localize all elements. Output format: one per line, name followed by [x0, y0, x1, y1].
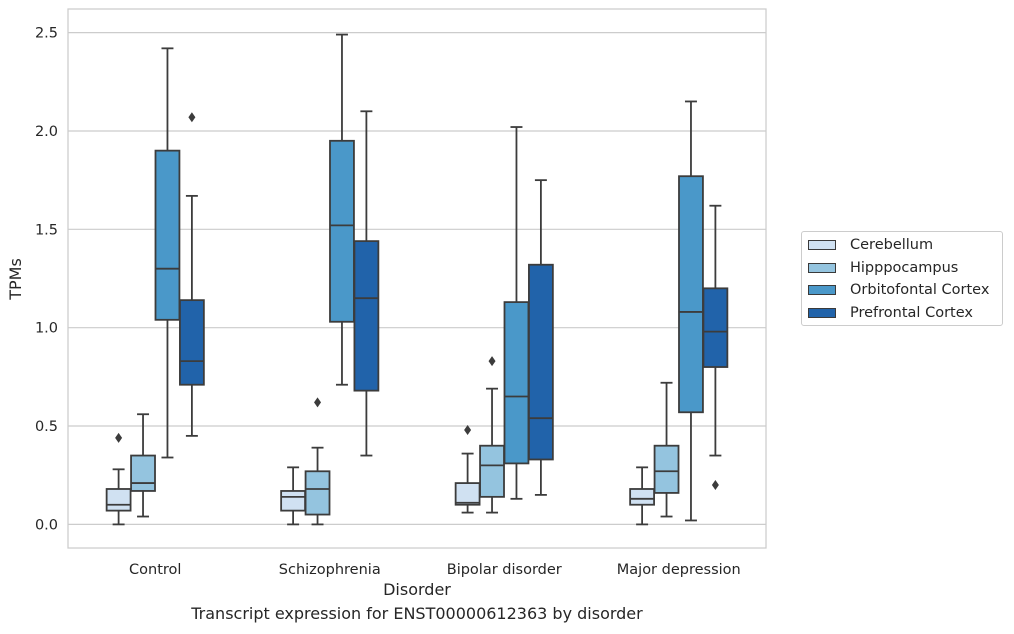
box-hipppocampus — [653, 381, 680, 518]
legend-swatch-hippocampus — [808, 263, 836, 273]
outlier-point — [115, 432, 123, 443]
outlier-point — [188, 112, 196, 123]
y-axis-label: TPMs — [6, 258, 25, 301]
outlier-point — [711, 480, 719, 491]
box-iqr — [503, 301, 530, 465]
legend-item-hippocampus: Hipppocampus — [808, 258, 958, 278]
box-hipppocampus — [130, 413, 156, 518]
x-tick-label: Bipolar disorder — [447, 562, 562, 578]
x-axis-label: Disorder — [383, 580, 451, 599]
legend-swatch-cerebellum — [808, 240, 836, 250]
legend-item-cerebellum: Cerebellum — [808, 235, 933, 255]
box-iqr — [629, 488, 655, 506]
box-orbitofontal-cortex — [503, 126, 530, 500]
legend-label: Prefrontal Cortex — [850, 305, 973, 321]
legend-label: Cerebellum — [850, 237, 934, 253]
x-tick-label: Major depression — [617, 562, 741, 578]
box-iqr — [353, 240, 380, 392]
outlier-point — [314, 397, 322, 408]
box-iqr — [130, 454, 156, 492]
box-prefrontal-cortex — [179, 112, 205, 437]
y-tick-label: 2.5 — [35, 26, 58, 42]
box-iqr — [280, 490, 306, 512]
box-iqr — [329, 139, 355, 323]
box-iqr — [454, 482, 481, 506]
axis-ticks: 0.0 0.5 1.0 1.5 2.0 2.5 Control Schizophrenia Bi… — [35, 26, 741, 578]
plot-area — [105, 33, 729, 526]
legend-swatch-prefrontal-cortex — [808, 308, 836, 318]
y-tick-label: 1.5 — [35, 222, 58, 238]
box-prefrontal-cortex — [528, 179, 554, 496]
y-tick-label: 0.5 — [35, 419, 58, 435]
box-iqr — [304, 470, 331, 516]
figure-caption: Transcript expression for ENST0000061236… — [191, 604, 643, 623]
legend-label: Hipppocampus — [850, 260, 959, 276]
box-iqr — [653, 444, 680, 494]
box-orbitofontal-cortex — [329, 33, 355, 386]
outlier-point — [464, 424, 472, 435]
legend-item-orbitofrontal-cortex: Orbitofontal Cortex — [808, 280, 989, 300]
legend-label: Orbitofontal Cortex — [850, 282, 990, 298]
legend-item-prefrontal-cortex: Prefrontal Cortex — [808, 303, 973, 323]
box-orbitofontal-cortex — [678, 100, 704, 522]
box-iqr — [528, 263, 554, 461]
box-iqr — [678, 175, 704, 414]
box-hipppocampus — [304, 397, 331, 526]
box-cerebellum — [454, 424, 481, 514]
y-tick-label: 2.0 — [35, 124, 58, 140]
outlier-point — [488, 356, 496, 367]
plot-frame — [67, 8, 767, 549]
box-prefrontal-cortex — [353, 110, 380, 457]
box-iqr — [105, 488, 132, 512]
box-hipppocampus — [479, 356, 505, 514]
box-cerebellum — [105, 432, 132, 526]
legend: Cerebellum Hipppocampus Orbitofontal Cor… — [801, 231, 1003, 326]
x-tick-label: Schizophrenia — [279, 562, 381, 578]
x-tick-label: Control — [129, 562, 181, 578]
box-cerebellum — [629, 466, 655, 526]
box-iqr — [479, 444, 505, 498]
y-tick-label: 1.0 — [35, 321, 58, 337]
legend-swatch-orbitofrontal-cortex — [808, 285, 836, 295]
box-cerebellum — [280, 466, 306, 526]
box-orbitofontal-cortex — [154, 47, 181, 459]
box-iqr — [179, 299, 205, 386]
y-tick-label: 0.0 — [35, 517, 58, 533]
box-iqr — [154, 149, 181, 321]
box-iqr — [702, 287, 729, 368]
box-prefrontal-cortex — [702, 204, 729, 491]
